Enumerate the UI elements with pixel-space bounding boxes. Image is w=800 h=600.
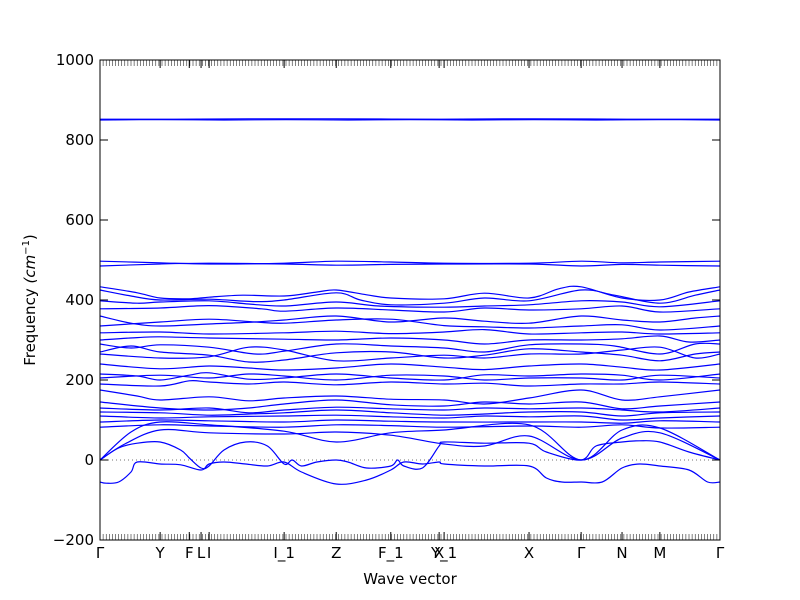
band-line-17 — [100, 372, 720, 381]
band-line-30 — [100, 461, 720, 485]
x-tick-label-8: F_1 — [378, 544, 404, 563]
band-line-13 — [100, 342, 720, 355]
band-line-18 — [100, 373, 720, 381]
band-line-19 — [100, 380, 720, 387]
y-axis-ticks: −200 0 200 400 600 800 1000 — [53, 51, 720, 549]
band-line-27 — [100, 421, 720, 461]
band-line-4 — [100, 262, 720, 267]
y-tick-label-4: 400 — [65, 291, 94, 309]
band-line-15 — [100, 346, 720, 362]
y-tick-label-6: 800 — [65, 131, 94, 149]
band-line-29 — [100, 440, 720, 470]
x-axis-label: Wave vector — [363, 570, 457, 588]
x-tick-label-11: X — [524, 544, 534, 562]
x-tick-label-6: I_1 — [273, 544, 294, 563]
y-tick-label-1: −200 — [53, 531, 94, 549]
band-line-21 — [100, 399, 720, 411]
band-line-28 — [100, 428, 720, 461]
y-tick-label-7: 1000 — [56, 51, 94, 69]
phonon-bands — [100, 118, 720, 485]
band-line-16 — [100, 363, 720, 371]
minor-tick-marks — [99, 60, 721, 540]
x-tick-label-4: L — [197, 544, 206, 562]
x-tick-label-3: F — [185, 544, 194, 562]
x-tick-label-14: M — [653, 544, 666, 562]
x-tick-label-10: Y_1 — [430, 544, 457, 563]
x-tick-label-12: Γ — [577, 544, 586, 562]
band-line-26 — [100, 424, 720, 429]
x-tick-label-15: Γ — [716, 544, 725, 562]
x-axis-ticks: Γ Y F L I I_1 Z F_1 XY_1 X Γ N M Γ — [96, 544, 725, 563]
band-line-11 — [100, 328, 720, 335]
band-line-25 — [100, 419, 720, 424]
band-line-3 — [100, 260, 720, 265]
band-line-20 — [100, 389, 720, 405]
x-tick-label-2: Y — [155, 544, 166, 562]
x-tick-label-7: Z — [331, 544, 341, 562]
x-tick-label-5: I — [207, 544, 211, 562]
x-tick-label-1: Γ — [96, 544, 105, 562]
x-tick-label-13: N — [616, 544, 627, 562]
band-line-23 — [100, 409, 720, 417]
y-tick-label-2: 0 — [84, 451, 94, 469]
y-axis-label: Frequency (cm−1) — [21, 234, 39, 366]
y-tick-label-3: 200 — [65, 371, 94, 389]
band-line-5 — [100, 285, 720, 302]
band-line-24 — [100, 414, 720, 421]
band-line-7 — [100, 300, 720, 308]
band-line-6 — [100, 289, 720, 306]
band-line-14 — [100, 345, 720, 363]
band-line-12 — [100, 335, 720, 345]
band-line-9 — [100, 315, 720, 327]
band-line-10 — [100, 318, 720, 331]
band-line-22 — [100, 406, 720, 414]
x-tick-label-9: X — [434, 544, 444, 562]
band-line-2 — [100, 118, 720, 120]
band-line-8 — [100, 304, 720, 313]
y-tick-label-5: 600 — [65, 211, 94, 229]
